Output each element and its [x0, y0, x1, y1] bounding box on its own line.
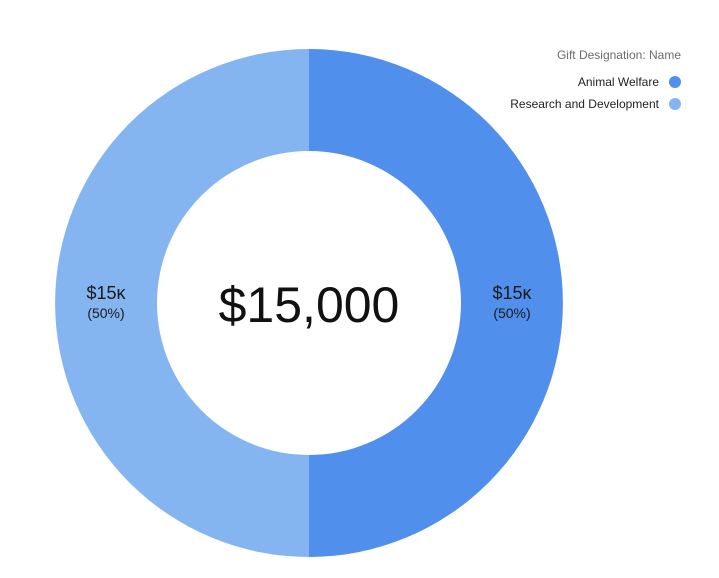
legend-swatch — [669, 98, 681, 110]
legend-item-label: Animal Welfare — [577, 75, 659, 89]
legend-title: Gift Designation: Name — [556, 48, 681, 62]
slice-research-and-development[interactable] — [55, 49, 309, 557]
slice-percent-label: (50%) — [87, 305, 124, 321]
legend-item-label: Research and Development — [510, 97, 659, 111]
legend-item[interactable]: Animal Welfare — [510, 71, 681, 93]
legend-item[interactable]: Research and Development — [510, 93, 681, 115]
legend: Gift Designation: Name Animal Welfare Res… — [510, 48, 681, 115]
slice-value-label: $15ĸ — [492, 283, 532, 303]
center-total-label: $15,000 — [219, 277, 400, 333]
legend-swatch — [669, 76, 681, 88]
slice-percent-label: (50%) — [493, 305, 530, 321]
slice-animal-welfare[interactable] — [309, 49, 563, 557]
slice-value-label: $15ĸ — [86, 283, 126, 303]
